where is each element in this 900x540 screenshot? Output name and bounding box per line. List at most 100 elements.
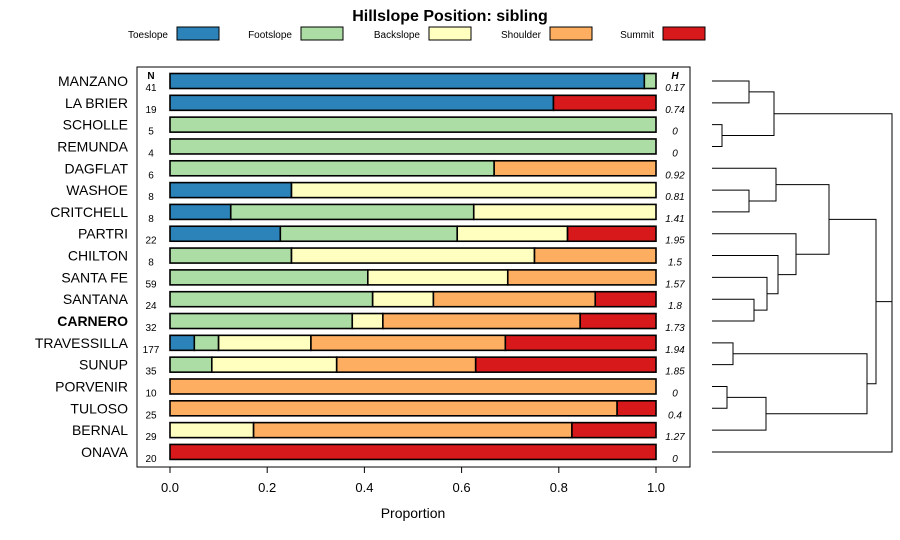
bar-travessilla-summit	[504, 334, 657, 352]
dendrogram-link	[774, 113, 893, 303]
dendrogram-link	[712, 276, 768, 311]
bar-partri-summit	[566, 225, 657, 243]
bar-onava-summit	[169, 443, 657, 461]
dendrogram-link	[712, 207, 893, 453]
bar-santa-fe-shoulder	[506, 269, 657, 286]
bar-chilton-footslope	[169, 247, 293, 264]
x-axis-label: Proportion	[381, 505, 446, 521]
row-label-tuloso: TULOSO	[70, 400, 128, 416]
n-value: 22	[145, 236, 157, 247]
bar-washoe-backslope	[290, 181, 657, 199]
bar-carnero-summit	[579, 312, 657, 330]
bar-carnero-shoulder	[382, 312, 581, 330]
n-value: 29	[145, 432, 157, 443]
n-value: 177	[143, 345, 160, 356]
bar-santana-backslope	[371, 290, 435, 308]
dendrogram-link	[712, 189, 750, 213]
n-value: 59	[145, 279, 157, 290]
legend-label-toeslope: Toeslope	[128, 30, 168, 41]
n-value: 19	[145, 105, 157, 116]
n-value: 24	[145, 301, 157, 312]
bar-travessilla-footslope	[193, 334, 220, 352]
x-tick-label: 0.4	[355, 480, 373, 495]
bar-travessilla-toeslope	[169, 334, 196, 352]
row-label-sunup: SUNUP	[79, 357, 128, 373]
chart-title: Hillslope Position: sibling	[352, 8, 548, 25]
bar-santana-footslope	[169, 290, 374, 308]
legend-swatch-footslope	[300, 26, 344, 41]
dendrogram-link	[829, 218, 877, 385]
dendrogram-link	[712, 342, 734, 366]
bar-dagflat-footslope	[169, 159, 495, 177]
h-value: 1.27	[665, 432, 685, 443]
h-value: 1.85	[665, 367, 685, 378]
h-value: 1.73	[665, 323, 685, 334]
bar-travessilla-backslope	[217, 334, 312, 352]
bar-scholle-footslope	[169, 116, 657, 133]
row-label-travessilla: TRAVESSILLA	[35, 335, 129, 351]
bar-bernal-summit	[571, 421, 657, 439]
row-label-carnero: CARNERO	[57, 313, 128, 329]
dendrogram-link	[733, 353, 868, 415]
bar-dagflat-shoulder	[493, 159, 657, 177]
h-value: 1.57	[665, 279, 685, 290]
n-value: 8	[148, 192, 154, 203]
h-value: 0	[672, 454, 678, 465]
row-label-manzano: MANZANO	[58, 73, 128, 89]
dendrogram-link	[776, 184, 830, 255]
n-column-header: N	[147, 71, 154, 82]
h-value: 0.74	[665, 105, 685, 116]
n-value: 20	[145, 454, 157, 465]
h-value: 1.5	[668, 258, 682, 269]
bar-bernal-shoulder	[252, 421, 573, 439]
row-label-critchell: CRITCHELL	[50, 204, 128, 220]
dendrogram-link	[712, 396, 767, 431]
legend-swatch-backslope	[428, 26, 472, 41]
plot-frame	[136, 66, 691, 468]
row-label-washoe: WASHOE	[66, 182, 128, 198]
dendrogram-link	[712, 80, 750, 104]
h-value: 0	[672, 127, 678, 138]
row-label-santa-fe: SANTA FE	[61, 269, 128, 285]
x-tick-label: 0.8	[550, 480, 568, 495]
bar-washoe-toeslope	[169, 181, 293, 199]
row-label-dagflat: DAGFLAT	[64, 160, 128, 176]
bar-porvenir-shoulder	[169, 378, 657, 395]
n-value: 8	[148, 214, 154, 225]
h-value: 1.95	[665, 236, 685, 247]
legend: Toeslope Footslope Backslope Shoulder Summit	[128, 26, 706, 41]
dendrogram-link	[712, 385, 728, 409]
row-label-partri: PARTRI	[78, 226, 128, 242]
bar-carnero-backslope	[351, 312, 384, 330]
bar-sunup-summit	[474, 356, 657, 373]
chart-rows: MANZANO 41 0.17 LA BRIER 19 0.74 SCHOLLE 5 0 REMU…	[35, 72, 685, 465]
h-value: 0.17	[665, 83, 685, 94]
legend-label-shoulder: Shoulder	[501, 30, 542, 41]
h-column-header: H	[671, 71, 679, 82]
bar-chilton-backslope	[290, 247, 536, 264]
x-tick-label: 0.0	[161, 480, 179, 495]
bar-partri-toeslope	[169, 225, 282, 243]
row-label-porvenir: PORVENIR	[55, 378, 128, 394]
h-value: 0	[672, 148, 678, 159]
bar-carnero-footslope	[169, 312, 354, 330]
x-tick-label: 0.2	[258, 480, 276, 495]
bar-critchell-backslope	[472, 203, 657, 221]
dendrogram-link	[722, 91, 775, 137]
n-value: 35	[145, 367, 157, 378]
n-value: 4	[148, 148, 154, 159]
bar-tuloso-shoulder	[169, 399, 618, 417]
row-label-onava: ONAVA	[81, 444, 129, 460]
bar-partri-footslope	[279, 225, 459, 243]
n-value: 25	[145, 410, 157, 421]
bar-la-brier-summit	[552, 94, 657, 112]
x-axis: 0.0 0.2 0.4 0.6 0.8 1.0	[161, 467, 665, 495]
dendrogram-link	[712, 233, 797, 276]
bar-critchell-footslope	[229, 203, 475, 221]
bar-manzano-toeslope	[169, 72, 646, 90]
bar-santa-fe-footslope	[169, 269, 369, 286]
h-value: 1.8	[668, 301, 682, 312]
legend-swatch-summit	[662, 26, 706, 41]
n-value: 10	[145, 388, 157, 399]
